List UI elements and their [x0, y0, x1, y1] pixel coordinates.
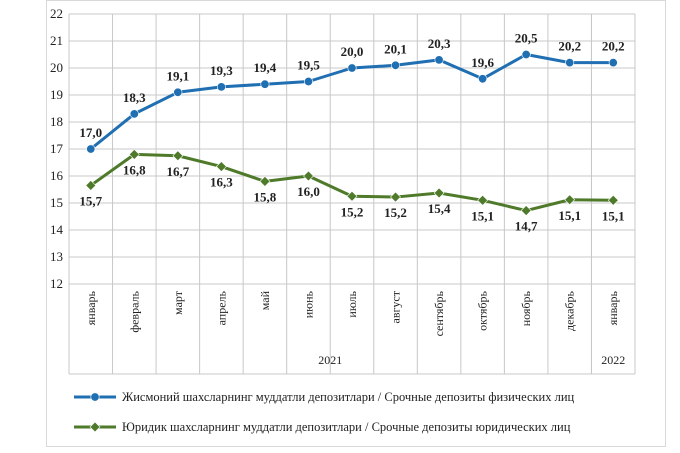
data-point	[346, 190, 358, 202]
x-tick-label: июль	[345, 290, 359, 317]
data-point	[607, 194, 619, 206]
data-label: 19,1	[166, 68, 189, 83]
x-tick-label: август	[389, 290, 403, 323]
data-label: 16,0	[297, 184, 320, 199]
y-tick-label: 19	[50, 87, 63, 102]
data-point	[478, 74, 488, 84]
legend-label: Юридик шахсларнинг муддатли депозитлари …	[122, 420, 571, 434]
data-point	[521, 49, 531, 59]
data-label: 15,2	[384, 205, 407, 220]
data-label: 19,3	[210, 63, 233, 78]
legend-label: Жисмоний шахсларнинг муддатли депозитлар…	[122, 390, 575, 404]
y-tick-label: 17	[50, 141, 64, 156]
x-tick-label: февраль	[127, 290, 141, 332]
data-label: 19,6	[471, 55, 494, 70]
x-tick-label: ноябрь	[519, 290, 533, 326]
x-tick-label: март	[171, 290, 185, 315]
year-label: 2022	[601, 353, 625, 367]
x-tick-label: декабрь	[563, 290, 577, 331]
data-label: 19,4	[254, 60, 277, 75]
data-point	[129, 109, 139, 119]
data-label: 16,8	[123, 162, 146, 177]
data-label: 20,0	[341, 44, 364, 59]
data-point	[259, 175, 271, 187]
data-label: 20,3	[428, 36, 451, 51]
data-point	[303, 77, 313, 87]
data-label: 14,7	[515, 219, 538, 234]
y-tick-label: 14	[50, 222, 64, 237]
data-point	[173, 87, 183, 97]
x-tick-label: январь	[606, 290, 620, 325]
data-label: 15,1	[602, 208, 625, 223]
data-label: 16,7	[166, 164, 189, 179]
y-tick-label: 21	[50, 33, 63, 48]
data-point	[86, 144, 96, 154]
data-label: 20,5	[515, 31, 538, 46]
data-label: 17,0	[79, 125, 102, 140]
data-label: 19,5	[297, 58, 320, 73]
data-point	[391, 60, 401, 70]
x-tick-label: октябрь	[476, 290, 490, 330]
data-point	[564, 194, 576, 206]
y-tick-label: 20	[50, 60, 63, 75]
data-point	[565, 58, 575, 68]
data-point	[85, 180, 97, 191]
legend-marker	[90, 392, 100, 402]
y-tick-label: 22	[50, 6, 63, 21]
data-point	[216, 82, 226, 92]
data-point	[520, 205, 532, 216]
y-tick-label: 13	[50, 249, 63, 264]
data-label: 20,1	[384, 41, 407, 56]
data-point	[303, 170, 314, 182]
data-point	[347, 63, 357, 73]
x-tick-label: июнь	[301, 290, 315, 318]
data-point	[128, 148, 140, 160]
data-label: 15,2	[341, 204, 364, 219]
x-tick-label: сентябрь	[432, 290, 446, 336]
chart-frame: 12 13 14 15 16 17 18 19 20 21 22 январь февраль март а…	[46, 0, 666, 447]
year-label: 2021	[318, 353, 342, 367]
y-tick-label: 16	[50, 168, 64, 183]
y-tick-label: 12	[50, 276, 63, 291]
data-label: 15,1	[558, 208, 581, 223]
x-tick-label: май	[258, 290, 272, 310]
data-point	[215, 161, 227, 172]
data-point	[434, 55, 444, 65]
data-label: 15,7	[79, 193, 102, 208]
data-point	[477, 194, 489, 206]
data-point	[260, 79, 270, 89]
data-point	[608, 58, 618, 68]
data-label: 20,2	[602, 39, 625, 54]
data-label: 20,2	[558, 39, 581, 54]
x-tick-label: январь	[84, 290, 98, 325]
data-point	[172, 150, 184, 162]
x-tick-label: апрель	[214, 290, 228, 325]
data-label: 16,3	[210, 175, 233, 190]
data-label: 18,3	[123, 90, 146, 105]
legend-marker	[89, 421, 101, 433]
y-tick-label: 15	[50, 195, 63, 210]
data-label: 15,1	[471, 208, 494, 223]
data-label: 15,8	[254, 189, 277, 204]
data-point	[433, 187, 445, 199]
data-label: 15,4	[428, 201, 451, 216]
data-point	[390, 191, 401, 203]
y-tick-label: 18	[50, 114, 63, 129]
